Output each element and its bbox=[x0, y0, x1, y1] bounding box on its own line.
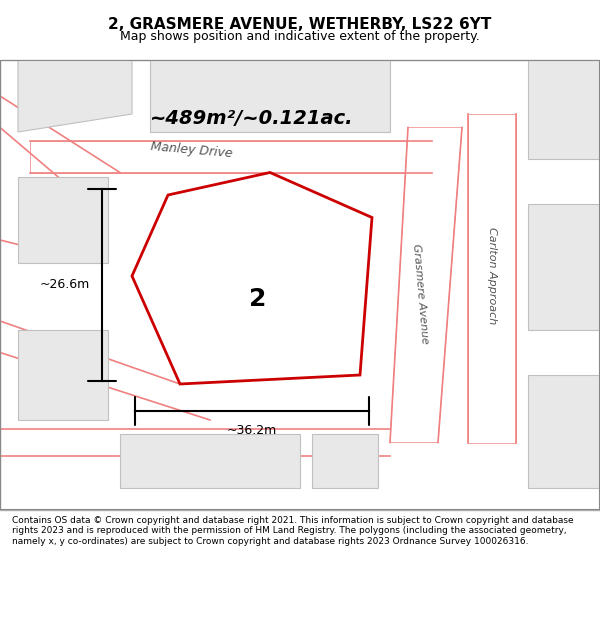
Polygon shape bbox=[312, 434, 378, 488]
Text: ~36.2m: ~36.2m bbox=[227, 424, 277, 438]
Polygon shape bbox=[528, 375, 600, 488]
Polygon shape bbox=[468, 114, 516, 442]
Polygon shape bbox=[150, 60, 390, 132]
Polygon shape bbox=[528, 204, 600, 330]
Polygon shape bbox=[132, 173, 372, 384]
Text: Contains OS data © Crown copyright and database right 2021. This information is : Contains OS data © Crown copyright and d… bbox=[12, 516, 574, 546]
Polygon shape bbox=[18, 330, 108, 420]
Polygon shape bbox=[18, 177, 108, 262]
Polygon shape bbox=[528, 60, 600, 159]
Polygon shape bbox=[30, 141, 432, 172]
Text: ~489m²/~0.121ac.: ~489m²/~0.121ac. bbox=[150, 109, 354, 128]
Text: Grasmere Avenue: Grasmere Avenue bbox=[410, 244, 430, 344]
Polygon shape bbox=[18, 60, 132, 132]
Text: Carlton Approach: Carlton Approach bbox=[487, 228, 497, 324]
Text: Manley Drive: Manley Drive bbox=[151, 140, 233, 160]
Text: Map shows position and indicative extent of the property.: Map shows position and indicative extent… bbox=[120, 30, 480, 43]
Text: 2, GRASMERE AVENUE, WETHERBY, LS22 6YT: 2, GRASMERE AVENUE, WETHERBY, LS22 6YT bbox=[109, 17, 491, 32]
Text: ~26.6m: ~26.6m bbox=[40, 279, 90, 291]
Polygon shape bbox=[390, 127, 462, 442]
Text: 2: 2 bbox=[250, 286, 266, 311]
Polygon shape bbox=[120, 434, 300, 488]
